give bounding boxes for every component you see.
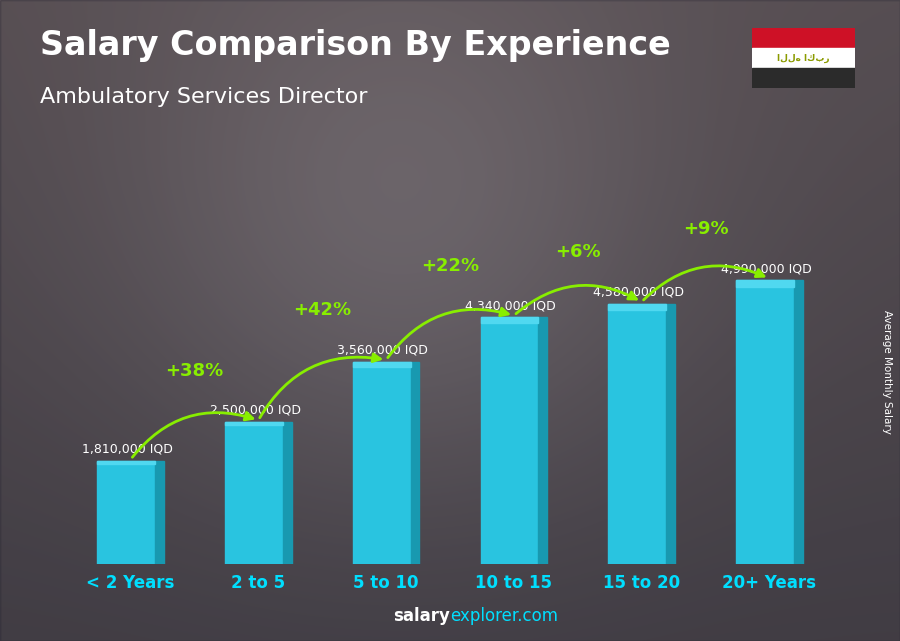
Text: 3,560,000 IQD: 3,560,000 IQD (338, 344, 428, 356)
Text: 1,810,000 IQD: 1,810,000 IQD (82, 443, 173, 456)
FancyArrowPatch shape (644, 266, 764, 300)
Text: Ambulatory Services Director: Ambulatory Services Director (40, 87, 368, 106)
Bar (410, 362, 419, 564)
Bar (538, 317, 547, 564)
Text: +38%: +38% (166, 362, 223, 379)
Text: +42%: +42% (293, 301, 351, 319)
Bar (608, 304, 666, 310)
Text: Salary Comparison By Experience: Salary Comparison By Experience (40, 29, 671, 62)
Bar (97, 461, 155, 564)
Bar (283, 422, 292, 564)
Bar (608, 304, 666, 564)
Text: 2,500,000 IQD: 2,500,000 IQD (210, 404, 301, 417)
Bar (155, 461, 164, 564)
Bar (736, 280, 794, 287)
Text: explorer.com: explorer.com (450, 607, 558, 625)
Bar (97, 461, 155, 463)
Bar (666, 304, 675, 564)
Text: Average Monthly Salary: Average Monthly Salary (881, 310, 892, 434)
FancyArrowPatch shape (260, 354, 381, 418)
Text: 4,340,000 IQD: 4,340,000 IQD (465, 299, 556, 312)
Bar (353, 362, 410, 564)
Bar (736, 280, 794, 564)
FancyArrowPatch shape (132, 412, 253, 457)
Text: الله اكبر: الله اكبر (777, 53, 830, 63)
Bar (752, 28, 855, 48)
Text: 4,580,000 IQD: 4,580,000 IQD (593, 285, 684, 298)
Bar (752, 68, 855, 88)
Bar (481, 317, 538, 564)
Bar (225, 422, 283, 426)
Text: +9%: +9% (683, 220, 728, 238)
Text: +6%: +6% (555, 244, 600, 262)
Bar (481, 317, 538, 324)
Bar (225, 422, 283, 564)
Bar (752, 48, 855, 68)
Bar (353, 362, 410, 367)
Text: +22%: +22% (421, 257, 479, 275)
Text: salary: salary (393, 607, 450, 625)
FancyArrowPatch shape (388, 308, 508, 358)
Text: 4,990,000 IQD: 4,990,000 IQD (721, 262, 812, 275)
FancyArrowPatch shape (516, 285, 636, 313)
Bar (794, 280, 803, 564)
